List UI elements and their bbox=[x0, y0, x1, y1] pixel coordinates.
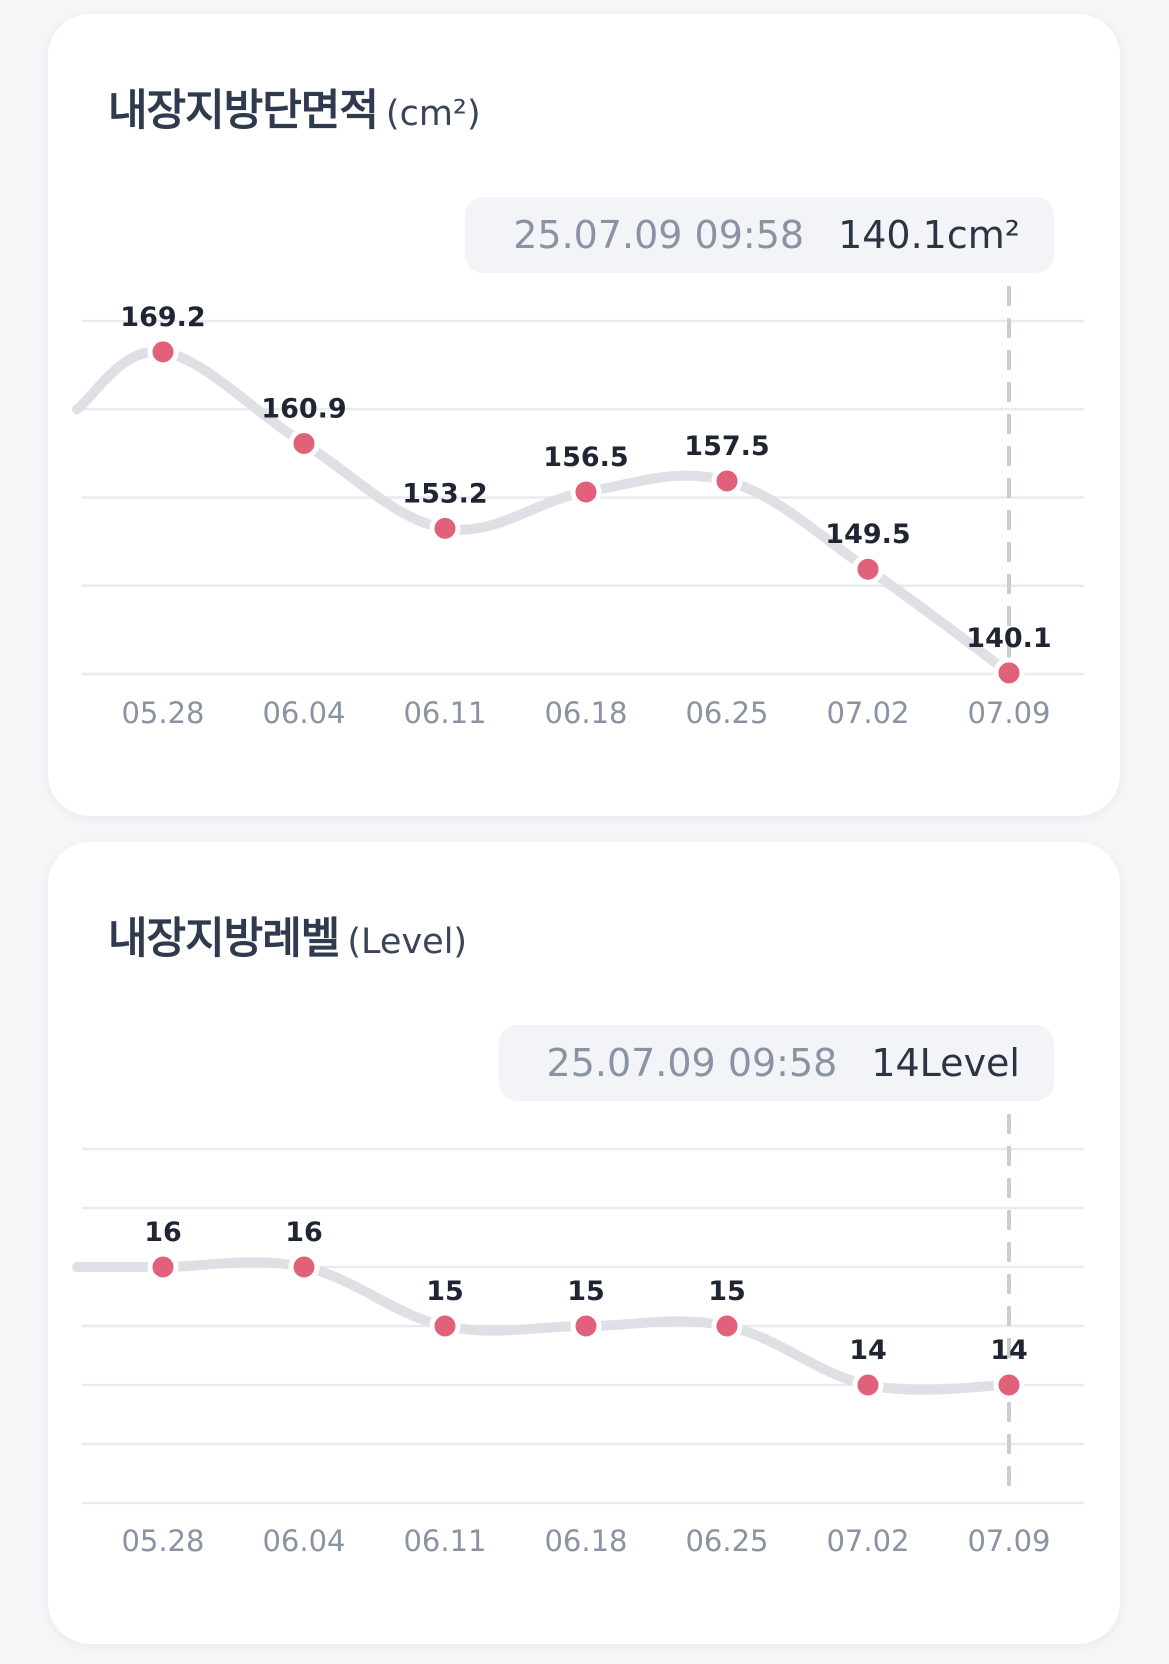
data-label: 16 bbox=[285, 1217, 323, 1248]
x-tick-label: 07.02 bbox=[826, 1524, 909, 1558]
tooltip-time: 25.07.09 09:58 bbox=[513, 213, 805, 257]
data-point bbox=[570, 476, 602, 508]
data-point bbox=[288, 427, 320, 459]
data-point bbox=[429, 512, 461, 544]
data-label: 14 bbox=[849, 1335, 887, 1366]
x-tick-label: 06.18 bbox=[544, 1524, 627, 1558]
series-line bbox=[72, 1257, 1014, 1395]
data-label: 15 bbox=[426, 1276, 464, 1307]
data-point bbox=[147, 1251, 179, 1283]
data-label: 14 bbox=[990, 1335, 1028, 1366]
x-tick-label: 07.02 bbox=[826, 696, 909, 730]
selected-point-tooltip: 25.07.09 09:58 14Level bbox=[498, 1025, 1054, 1101]
data-point bbox=[993, 657, 1025, 689]
card-title: 내장지방단면적 (cm²) bbox=[108, 76, 481, 138]
data-point bbox=[852, 553, 884, 585]
x-tick-label: 06.04 bbox=[262, 696, 345, 730]
data-point bbox=[288, 1251, 320, 1283]
data-point bbox=[147, 336, 179, 368]
visceral-fat-area-chart[interactable]: 169.2 160.9 153.2 156.5 157.5 149.5 140.1 05.28… bbox=[48, 14, 1120, 816]
data-label: 15 bbox=[708, 1276, 746, 1307]
data-label: 15 bbox=[567, 1276, 605, 1307]
x-tick-label: 06.04 bbox=[262, 1524, 345, 1558]
tooltip-value: 14Level bbox=[871, 1041, 1020, 1085]
data-point bbox=[429, 1310, 461, 1342]
visceral-fat-area-card: 내장지방단면적 (cm²) 25.07.09 09:58 140.1cm² 169… bbox=[48, 14, 1120, 816]
data-label: 160.9 bbox=[261, 393, 346, 424]
data-label: 169.2 bbox=[120, 302, 205, 333]
title-text: 내장지방레벨 bbox=[108, 914, 340, 964]
series-line bbox=[72, 346, 1014, 678]
data-point bbox=[711, 465, 743, 497]
tooltip-value: 140.1cm² bbox=[838, 213, 1020, 257]
x-tick-label: 06.18 bbox=[544, 696, 627, 730]
title-unit: (cm²) bbox=[385, 94, 481, 134]
x-tick-label: 07.09 bbox=[967, 696, 1050, 730]
title-text: 내장지방단면적 bbox=[108, 86, 379, 136]
title-unit: (Level) bbox=[347, 922, 468, 962]
card-title: 내장지방레벨 (Level) bbox=[108, 904, 467, 966]
x-tick-label: 06.11 bbox=[403, 696, 486, 730]
data-label: 149.5 bbox=[825, 519, 910, 550]
data-point bbox=[993, 1369, 1025, 1401]
visceral-fat-level-chart[interactable]: 16 16 15 15 15 14 14 05.28 06.04 06.11 06.18 06.25 0… bbox=[48, 842, 1120, 1644]
x-tick-label: 05.28 bbox=[121, 696, 204, 730]
x-tick-label: 06.11 bbox=[403, 1524, 486, 1558]
data-label: 153.2 bbox=[402, 478, 487, 509]
visceral-fat-level-card: 내장지방레벨 (Level) 25.07.09 09:58 14Level 16 1… bbox=[48, 842, 1120, 1644]
data-point bbox=[852, 1369, 884, 1401]
data-point bbox=[711, 1310, 743, 1342]
x-tick-label: 05.28 bbox=[121, 1524, 204, 1558]
data-point bbox=[570, 1310, 602, 1342]
selected-point-tooltip: 25.07.09 09:58 140.1cm² bbox=[465, 197, 1054, 273]
x-tick-label: 06.25 bbox=[685, 1524, 768, 1558]
x-tick-label: 06.25 bbox=[685, 696, 768, 730]
data-label: 140.1 bbox=[966, 623, 1051, 654]
data-label: 157.5 bbox=[684, 431, 769, 462]
data-label: 16 bbox=[144, 1217, 182, 1248]
x-tick-label: 07.09 bbox=[967, 1524, 1050, 1558]
tooltip-time: 25.07.09 09:58 bbox=[546, 1041, 838, 1085]
data-label: 156.5 bbox=[543, 442, 628, 473]
